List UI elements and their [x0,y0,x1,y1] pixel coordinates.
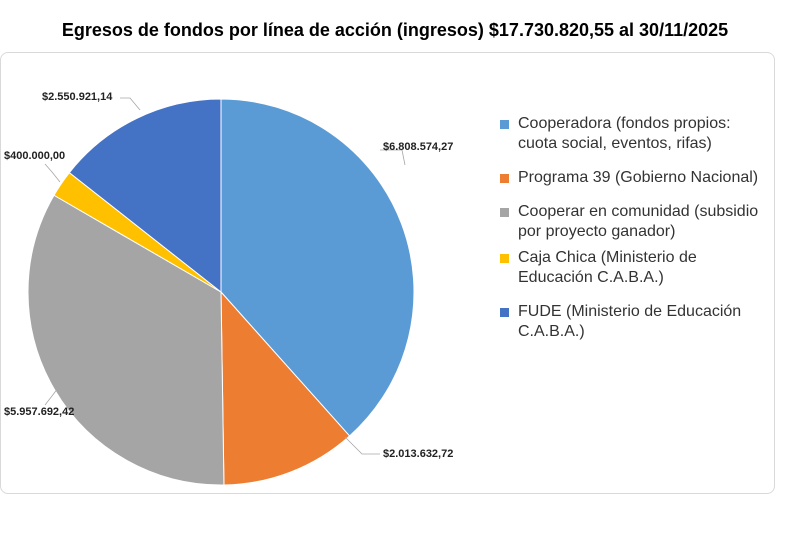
legend-item: Caja Chica (Ministerio de Educación C.A.… [500,248,772,288]
legend-item: FUDE (Ministerio de Educación C.A.B.A.) [500,302,772,342]
legend-label: Caja Chica (Ministerio de Educación C.A.… [518,249,697,286]
data-label-0: $6.808.574,27 [383,141,454,153]
pie-slice-4 [68,98,222,294]
legend-swatch [500,174,509,183]
chart-title: Egresos de fondos por línea de acción (i… [61,20,729,40]
legend-swatch [500,254,509,263]
leader-line-2 [44,387,59,406]
data-label-2: $5.957.692,42 [4,406,75,418]
legend-swatch [500,308,509,317]
legend-item: Cooperar en comunidad (subsidio por proy… [500,202,772,242]
leader-line-3 [44,163,61,183]
pie-slice-0 [220,98,415,437]
legend-item: Programa 39 (Gobierno Nacional) [500,168,772,188]
legend-label: Cooperadora (fondos propios: cuota socia… [518,115,731,152]
pie-slice-1 [220,290,351,486]
data-label-1: $2.013.632,72 [383,448,454,460]
data-label-3: $400.000,00 [4,150,66,162]
legend: Cooperadora (fondos propios: cuota socia… [500,114,772,356]
legend-swatch [500,208,509,217]
legend-label: FUDE (Ministerio de Educación C.A.B.A.) [518,303,742,340]
legend-swatch [500,120,509,129]
data-label-4: $2.550.921,14 [42,91,113,103]
chart-frame [0,52,775,494]
leader-line-1 [344,436,380,455]
pie-slice-2 [27,194,225,486]
leader-line-0 [380,149,406,166]
legend-label: Cooperar en comunidad (subsidio por proy… [518,203,759,240]
leader-line-4 [120,97,141,111]
legend-item: Cooperadora (fondos propios: cuota socia… [500,114,772,154]
legend-label: Programa 39 (Gobierno Nacional) [518,169,759,186]
